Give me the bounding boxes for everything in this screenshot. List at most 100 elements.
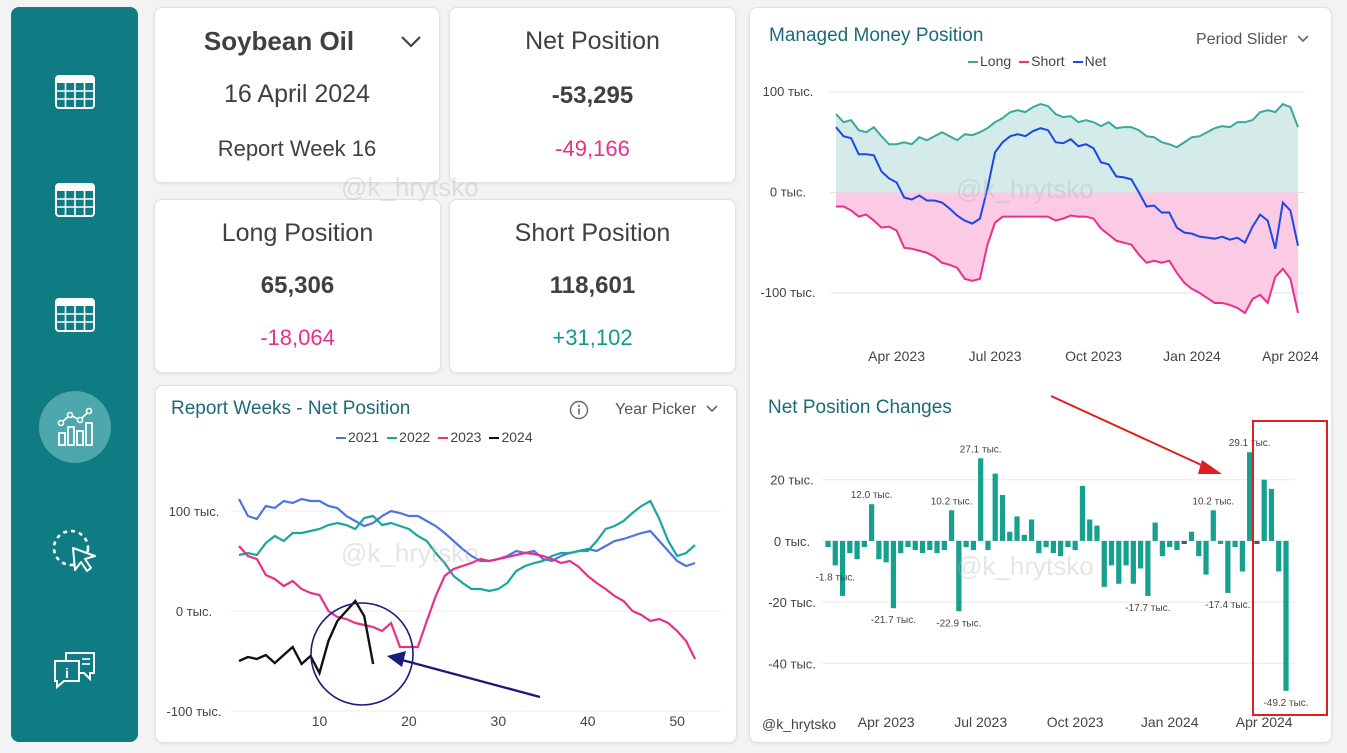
bar bbox=[869, 504, 875, 541]
bar bbox=[1058, 540, 1064, 557]
y-tick-label: -100 тыс. bbox=[760, 285, 815, 300]
nav-table-2[interactable] bbox=[33, 165, 116, 235]
data-label: -17.7 тыс. bbox=[1125, 603, 1170, 614]
bar bbox=[934, 540, 940, 554]
bar bbox=[1007, 531, 1013, 541]
kpi-value: -53,295 bbox=[551, 82, 634, 109]
bar bbox=[876, 540, 882, 560]
highlight-arrow-line bbox=[1050, 395, 1209, 469]
bar bbox=[890, 540, 897, 609]
table-2-icon bbox=[54, 183, 95, 217]
nav-cursor[interactable] bbox=[33, 517, 116, 587]
bar bbox=[825, 540, 831, 548]
bar bbox=[1145, 540, 1151, 596]
table-1-icon bbox=[54, 75, 95, 109]
bar bbox=[912, 540, 918, 551]
bar bbox=[1079, 485, 1086, 541]
y-tick-label: 100 тыс. bbox=[169, 504, 220, 519]
bar bbox=[919, 540, 926, 554]
bar bbox=[898, 540, 904, 554]
data-label: -21.7 тыс. bbox=[871, 615, 916, 626]
table-3-icon bbox=[54, 298, 95, 332]
legend-item-long: Long bbox=[968, 53, 1011, 69]
short-area bbox=[836, 192, 1298, 313]
commodity-name: Soybean Oil bbox=[203, 26, 355, 56]
y-tick-label: -20 тыс. bbox=[768, 595, 816, 610]
y-tick-label: 0 тыс. bbox=[774, 534, 810, 549]
long-position-card: Long Position 65,306 -18,064 bbox=[154, 199, 441, 373]
bar bbox=[1188, 531, 1195, 541]
data-label: -49.2 тыс. bbox=[1263, 698, 1308, 709]
series-line-2023 bbox=[238, 545, 697, 660]
bar bbox=[1137, 540, 1144, 569]
nav-table-3[interactable] bbox=[33, 280, 116, 350]
analytics-icon bbox=[57, 407, 93, 446]
right-charts-svg: 100 тыс. 0 тыс. -100 тыс. Apr 2023 Jul 2023 O… bbox=[760, 84, 1328, 730]
bar bbox=[1225, 540, 1231, 593]
year-picker[interactable]: Year Picker bbox=[615, 401, 719, 419]
kpi-title: Short Position bbox=[514, 219, 671, 247]
x-tick-label: Jan 2024 bbox=[1163, 348, 1221, 364]
bar bbox=[1130, 540, 1136, 584]
legend-item-short: Short bbox=[1019, 53, 1065, 69]
x-tick-label: 20 bbox=[401, 713, 417, 729]
annotation-arrow-head bbox=[387, 651, 406, 667]
period-slider[interactable]: Period Slider bbox=[1196, 31, 1310, 49]
bar bbox=[1217, 540, 1224, 544]
bar bbox=[1014, 516, 1020, 541]
bar bbox=[839, 540, 846, 596]
long-area bbox=[836, 104, 1298, 193]
bar bbox=[1261, 479, 1267, 541]
short-series-line bbox=[836, 205, 1299, 315]
bar bbox=[956, 540, 962, 612]
bar bbox=[941, 540, 947, 551]
bar bbox=[1152, 522, 1158, 541]
report-week: Report Week 16 bbox=[217, 136, 377, 161]
bar bbox=[1101, 540, 1107, 587]
bar bbox=[1159, 540, 1166, 557]
bar bbox=[883, 540, 889, 563]
nav-analytics[interactable] bbox=[33, 391, 116, 463]
net-position-card: Net Position -53,295 -49,166 bbox=[449, 7, 736, 183]
nav-info[interactable]: i bbox=[33, 634, 116, 704]
bar bbox=[1232, 540, 1238, 548]
kpi-title: Long Position bbox=[221, 219, 374, 247]
net-series-line bbox=[835, 126, 1299, 249]
bar bbox=[1167, 540, 1173, 548]
bar bbox=[1065, 540, 1071, 548]
bar bbox=[1094, 525, 1100, 541]
x-tick-label: Apr 2023 bbox=[868, 348, 925, 364]
bar bbox=[861, 540, 867, 548]
bar bbox=[1254, 540, 1260, 544]
x-tick-label: Apr 2023 bbox=[858, 714, 915, 730]
highlight-arrow-head bbox=[1198, 460, 1222, 474]
bar bbox=[1181, 540, 1187, 544]
data-label: -22.9 тыс. bbox=[936, 618, 981, 629]
kpi-title: Net Position bbox=[525, 27, 660, 55]
bar bbox=[978, 458, 984, 541]
y-tick-label: 20 тыс. bbox=[770, 473, 813, 488]
bar bbox=[1123, 540, 1129, 566]
x-tick-label: 50 bbox=[669, 713, 685, 729]
chart-legend: Long Short Net bbox=[968, 53, 1106, 69]
info-icon[interactable] bbox=[569, 400, 589, 420]
bar bbox=[1043, 540, 1049, 548]
data-label: 10.2 тыс. bbox=[1192, 496, 1234, 507]
nav-table-1[interactable] bbox=[33, 57, 116, 127]
bar bbox=[1036, 540, 1042, 554]
bar bbox=[1210, 510, 1216, 541]
bar bbox=[1116, 540, 1122, 584]
x-tick-label: Oct 2023 bbox=[1047, 714, 1104, 730]
legend-item-2024: 2024 bbox=[489, 429, 533, 445]
weeks-chart-svg: 100 тыс. 0 тыс. -100 тыс. 10 20 30 40 50 bbox=[166, 497, 721, 729]
chevron-down-icon[interactable] bbox=[399, 34, 423, 50]
bar bbox=[1028, 519, 1035, 541]
data-label: 27.1 тыс. bbox=[960, 444, 1002, 455]
data-label: -17.4 тыс. bbox=[1205, 600, 1250, 611]
credit-label: @k_hrytsko bbox=[762, 716, 837, 732]
bar bbox=[992, 473, 998, 541]
bar bbox=[905, 540, 911, 548]
bar bbox=[832, 540, 838, 566]
info-chat-icon: i bbox=[53, 652, 95, 689]
right-panel-card: Managed Money Position Period Slider Lon… bbox=[749, 7, 1332, 743]
